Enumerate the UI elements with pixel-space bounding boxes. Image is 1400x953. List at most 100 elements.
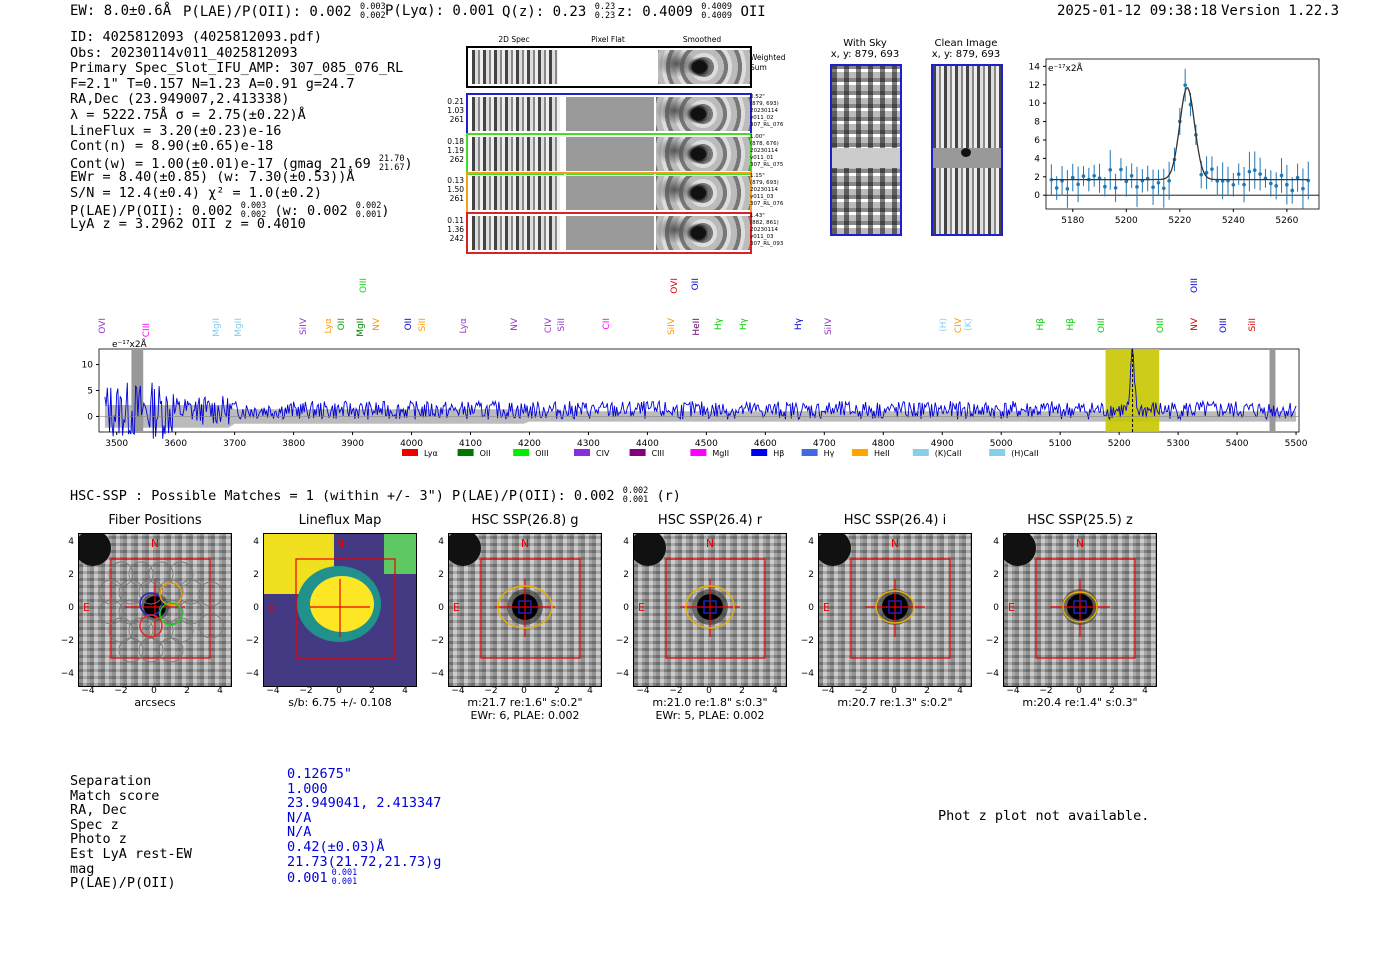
clean-image-xy: x, y: 879, 693 bbox=[931, 49, 1001, 60]
legend-swatch bbox=[513, 449, 530, 456]
hsc-ytick: 2 bbox=[253, 570, 259, 580]
hsc-ytick: 2 bbox=[993, 570, 999, 580]
match-value: N/A bbox=[287, 810, 441, 826]
spectrum-xtick: 3900 bbox=[341, 439, 364, 449]
legend-label: Hγ bbox=[824, 449, 835, 458]
emission-line-label: SiIV bbox=[299, 318, 309, 336]
east-label: E bbox=[453, 601, 460, 614]
weighted-smoothed bbox=[658, 50, 750, 84]
hsc-xtick: 2 bbox=[924, 686, 930, 696]
hsc-panel-sub2: EWr: 5, PLAE: 0.002 bbox=[655, 709, 765, 722]
cutout-row-info: 0.52" (879, 693) 20230114 v011_02 307_RL_076 bbox=[750, 94, 783, 129]
zoom-ytick: 6 bbox=[1034, 136, 1040, 146]
zoom-ytick: 2 bbox=[1034, 173, 1040, 183]
cutout-smoothed bbox=[656, 97, 750, 131]
east-label: E bbox=[823, 601, 830, 614]
cutout-stat: 1.19 bbox=[447, 146, 464, 155]
hsc-panel-title: HSC SSP(26.4) r bbox=[657, 513, 763, 528]
cutout-row-stats: 0.13 1.50 261 bbox=[444, 176, 464, 203]
spectrum-xtick: 5300 bbox=[1167, 439, 1190, 449]
cutout-pixelflat bbox=[566, 97, 654, 131]
cutout-info: 307_RL_093 bbox=[750, 241, 784, 247]
match-value-text: 1.000 bbox=[287, 780, 328, 797]
hsc-title-sub: 0.001 bbox=[622, 495, 649, 505]
cutout-info: 0.52" bbox=[750, 94, 765, 100]
header-z-sup: 0.4009 bbox=[701, 2, 733, 12]
spectrum-ytick: 0 bbox=[87, 412, 93, 422]
hsc-xtick: −4 bbox=[636, 686, 650, 696]
match-label: P(LAE)/P(OII) bbox=[70, 875, 176, 892]
hsc-ytick: 0 bbox=[808, 603, 814, 613]
header-qz-sub: 0.23 bbox=[594, 11, 616, 21]
spectrum-xtick: 5500 bbox=[1285, 439, 1308, 449]
east-label: E bbox=[83, 601, 90, 614]
cutout-divider bbox=[564, 135, 566, 173]
legend-swatch bbox=[457, 449, 474, 456]
hsc-panel-sub1: m:20.7 re:1.3" s:0.2" bbox=[837, 696, 953, 709]
cutout-divider bbox=[654, 95, 656, 133]
north-label: N bbox=[706, 537, 714, 550]
info-lineflux: LineFlux = 3.20(±0.23)e-16 bbox=[70, 122, 282, 139]
hsc-xtick: −4 bbox=[451, 686, 465, 696]
hsc-ytick: 4 bbox=[623, 537, 629, 547]
cutout-row-stats: 0.18 1.19 262 bbox=[444, 137, 464, 164]
emission-line-label: OIII bbox=[1156, 318, 1166, 334]
spectrum-xtick: 3700 bbox=[223, 439, 246, 449]
hsc-panel-title: Lineflux Map bbox=[298, 513, 382, 528]
match-plae-sup: 0.001 bbox=[331, 868, 358, 879]
east-label: E bbox=[1008, 601, 1015, 614]
cutout-row-info: 1.43" (882, 861) 20230114 v011_03 307_RL_093 bbox=[750, 213, 783, 248]
emission-line-label: Lyα bbox=[459, 318, 469, 334]
zoom-ytick: 4 bbox=[1034, 154, 1040, 164]
zoom-ytick: 12 bbox=[1029, 81, 1040, 91]
cutout-stat: 242 bbox=[449, 234, 464, 243]
hsc-ytick: 0 bbox=[68, 603, 74, 613]
emission-line-label: SiII bbox=[418, 318, 428, 332]
hsc-panel-title: HSC SSP(26.4) i bbox=[843, 513, 947, 528]
match-value: 23.949041, 2.413347 bbox=[287, 796, 441, 811]
match-label: Est LyA rest-EW bbox=[70, 845, 192, 862]
hsc-xtick: 0 bbox=[706, 686, 712, 696]
cutout-divider bbox=[564, 214, 566, 252]
hsc-panel-sub1: m:21.0 re:1.8" s:0.3" bbox=[652, 696, 768, 709]
clean-image-label: Clean Image bbox=[934, 38, 998, 49]
cutout-info: v011_01 bbox=[750, 155, 774, 161]
hsc-xtick: 4 bbox=[1142, 686, 1148, 696]
emission-line-label: HeII bbox=[692, 318, 702, 336]
match-value: 0.12675" bbox=[287, 767, 441, 782]
cutout-info: v011_03 bbox=[750, 194, 774, 200]
emission-line-label: Hγ bbox=[739, 318, 749, 331]
hsc-xtick: 0 bbox=[1076, 686, 1082, 696]
hsc-xtick: −2 bbox=[854, 686, 868, 696]
hsc-xtick: 0 bbox=[151, 686, 157, 696]
zoom-plot-unit: e⁻¹⁷x2Å bbox=[1048, 62, 1084, 74]
info-plae-value: P(LAE)/P(OII): 0.002 bbox=[70, 202, 233, 219]
match-plae-sub: 0.001 bbox=[331, 877, 358, 888]
match-value-text: 21.73(21.72,21.73)g bbox=[287, 853, 442, 870]
spectrum-ytick: 10 bbox=[82, 361, 94, 371]
match-value: 1.000 bbox=[287, 780, 441, 797]
hsc-ytick: 0 bbox=[623, 603, 629, 613]
cutout-row-info: 1.00" (878, 676) 20230114 v011_01 307_RL_075 bbox=[750, 134, 783, 169]
spectrum-xtick: 4400 bbox=[636, 439, 659, 449]
cutout-divider bbox=[564, 95, 566, 133]
zoom-xtick: 5200 bbox=[1115, 216, 1138, 226]
cutout-row-stats: 0.11 1.36 242 bbox=[444, 216, 464, 243]
cutout-info: 307_RL_075 bbox=[750, 162, 784, 168]
hsc-xtick: 0 bbox=[521, 686, 527, 696]
match-value: 21.73(21.72,21.73)g bbox=[287, 853, 442, 870]
cutout-2dspec bbox=[472, 176, 560, 210]
cutout-pixelflat bbox=[566, 176, 654, 210]
cutout-stat: 1.03 bbox=[447, 106, 464, 115]
info-contn: Cont(n) = 8.90(±0.65)e-18 bbox=[70, 138, 274, 155]
cutout-info: 20230114 bbox=[750, 148, 778, 154]
hsc-xtick: 4 bbox=[587, 686, 593, 696]
spectrum-xtick: 4000 bbox=[400, 439, 423, 449]
zoom-ytick: 8 bbox=[1034, 118, 1040, 128]
cutout-row-stats: 0.21 1.03 261 bbox=[444, 97, 464, 124]
hsc-panel-sub1: m:20.4 re:1.4" s:0.3" bbox=[1022, 696, 1138, 709]
emission-line-label: OII bbox=[337, 318, 347, 331]
match-value-text: 0.12675" bbox=[287, 766, 353, 782]
